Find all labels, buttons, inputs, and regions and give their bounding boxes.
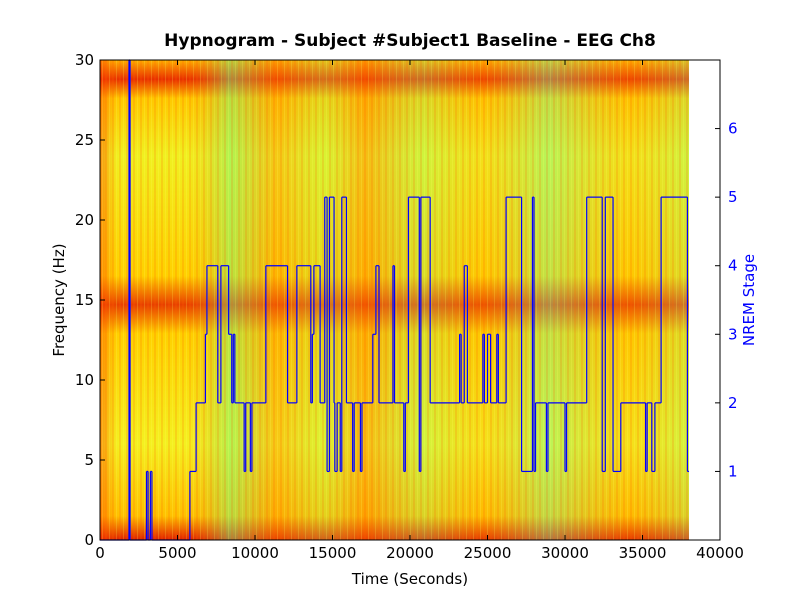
y-tick-label: 10 [75, 371, 94, 389]
y2-tick-label: 1 [728, 462, 738, 480]
x-tick-label: 35000 [619, 544, 667, 562]
plot-area [100, 59, 689, 541]
x-tick-label: 10000 [231, 544, 279, 562]
x-tick-label: 40000 [696, 544, 744, 562]
x-tick-label: 5000 [158, 544, 196, 562]
x-axis-label: Time (Seconds) [351, 570, 468, 588]
y-axis-label: Frequency (Hz) [50, 243, 68, 356]
y-tick-label: 15 [75, 291, 94, 309]
y2-tick-label: 2 [728, 394, 738, 412]
y-tick-label: 30 [75, 51, 94, 69]
y-tick-label: 0 [84, 531, 94, 549]
y2-tick-label: 4 [728, 257, 738, 275]
y2-tick-label: 6 [728, 120, 738, 138]
y-tick-label: 25 [75, 131, 94, 149]
x-tick-label: 30000 [541, 544, 589, 562]
x-tick-label: 20000 [386, 544, 434, 562]
x-tick-label: 15000 [309, 544, 357, 562]
y-tick-label: 5 [84, 451, 94, 469]
y2-axis-label: NREM Stage [740, 254, 758, 346]
y2-tick-label: 3 [728, 325, 738, 343]
y2-tick-label: 5 [728, 188, 738, 206]
x-tick-label: 25000 [464, 544, 512, 562]
chart-title: Hypnogram - Subject #Subject1 Baseline -… [164, 31, 656, 51]
x-tick-label: 0 [95, 544, 105, 562]
y-tick-label: 20 [75, 211, 94, 229]
